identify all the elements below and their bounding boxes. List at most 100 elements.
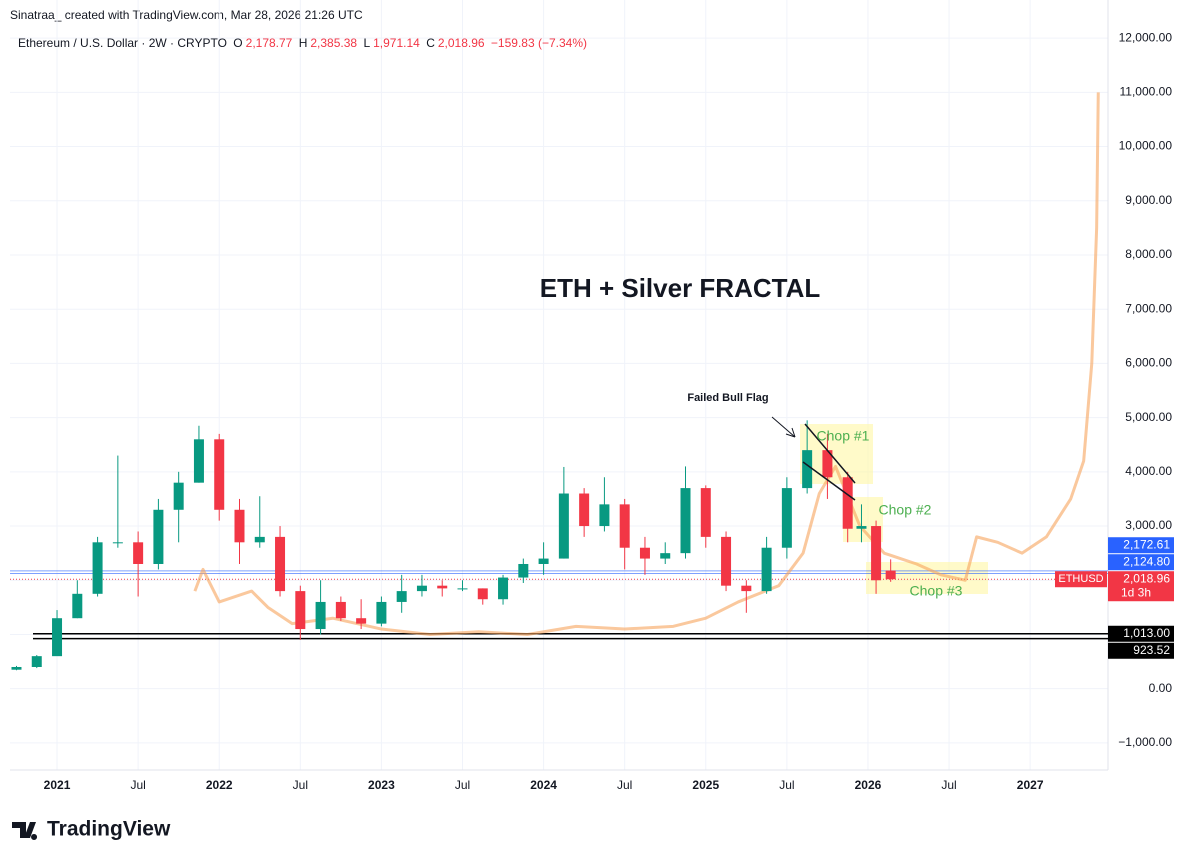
x-tick-label: Jul: [941, 778, 956, 792]
candle-body: [437, 585, 448, 589]
candle-body: [822, 450, 833, 478]
arrow: [771, 416, 796, 438]
symbol-label-bg: [1055, 571, 1107, 588]
c-value: 2,018.96: [437, 36, 485, 50]
candle-body: [112, 542, 123, 544]
candle-body: [193, 439, 204, 483]
l-value: 1,971.14: [373, 36, 420, 50]
o-label: O: [233, 36, 243, 50]
x-tick-label: Jul: [779, 778, 794, 792]
x-tick-label: 2022: [206, 778, 233, 792]
c-label: C: [426, 36, 435, 50]
price-label: 1,013.00: [1123, 626, 1170, 640]
price-label: 2,018.96: [1123, 571, 1170, 585]
candle-body: [660, 553, 671, 559]
x-tick-label: 2026: [855, 778, 882, 792]
candle-body: [52, 618, 63, 657]
candle-body: [761, 547, 772, 592]
annotation: Chop #1: [817, 428, 870, 444]
candle-body: [781, 488, 792, 548]
candle-body: [518, 563, 529, 578]
y-tick-label: 12,000.00: [1119, 30, 1173, 44]
candle-body: [416, 585, 427, 592]
x-tick-label: 2024: [530, 778, 557, 792]
candle-body: [173, 482, 184, 510]
candle-body: [315, 601, 326, 630]
candle-body: [376, 601, 387, 624]
candle-body: [639, 547, 650, 559]
candle-body: [680, 488, 691, 554]
flag-line: [804, 423, 856, 484]
price-label: 2,172.61: [1123, 537, 1170, 551]
candle-body: [31, 656, 42, 667]
candle-body: [295, 591, 306, 630]
logo-icon: [12, 822, 38, 840]
candle-body: [498, 577, 509, 600]
candle-body: [579, 493, 590, 527]
symbol: Ethereum / U.S. Dollar · 2W · CRYPTO: [18, 36, 227, 50]
legend: Ethereum / U.S. Dollar · 2W · CRYPTO O 2,…: [18, 36, 590, 50]
arrow-head: [785, 427, 796, 438]
candle-body: [335, 601, 346, 619]
candle-body: [802, 450, 813, 489]
candle-body: [72, 593, 83, 619]
h-label: H: [298, 36, 308, 50]
x-tick-label: Jul: [130, 778, 145, 792]
price-label: 923.52: [1133, 643, 1170, 657]
y-tick-label: 3,000.00: [1125, 518, 1172, 532]
candle-body: [133, 542, 144, 564]
candle-body: [275, 536, 286, 592]
y-tick-label: 8,000.00: [1125, 247, 1172, 261]
candle-body: [457, 588, 468, 590]
x-tick-label: 2023: [368, 778, 395, 792]
candle-body: [856, 526, 867, 529]
countdown: 1d 3h: [1121, 585, 1151, 599]
price-label-bg: [1108, 642, 1174, 659]
annotation: Failed Bull Flag: [687, 392, 768, 404]
x-tick-label: 2021: [44, 778, 71, 792]
candle-body: [619, 504, 630, 548]
change: −159.83 (−7.34%): [490, 36, 587, 50]
price-label-bg: [1108, 625, 1174, 642]
y-tick-label: 5,000.00: [1125, 410, 1172, 424]
highlight-box: [800, 424, 873, 484]
x-tick-label: 2027: [1017, 778, 1044, 792]
x-tick-label: 2025: [692, 778, 719, 792]
attribution: Sinatraa_ created with TradingView.com, …: [10, 8, 363, 22]
x-tick-label: Jul: [617, 778, 632, 792]
y-tick-label: −1,000.00: [1118, 735, 1172, 749]
candle-body: [538, 558, 549, 564]
o-value: 2,178.77: [245, 36, 293, 50]
y-tick-label: 9,000.00: [1125, 193, 1172, 207]
annotation: Chop #2: [879, 502, 932, 518]
candle-body: [599, 504, 610, 527]
candle-body: [396, 591, 407, 602]
grid: [10, 0, 1108, 770]
price-label-bg: [1108, 554, 1174, 571]
flag-line: [802, 461, 856, 501]
candle-body: [254, 536, 265, 543]
candle-body: [741, 585, 752, 592]
y-tick-label: 10,000.00: [1119, 139, 1173, 153]
annotation: Chop #3: [910, 583, 963, 599]
candle-body: [92, 542, 103, 594]
candle-body: [842, 477, 853, 529]
x-tick-label: Jul: [293, 778, 308, 792]
y-tick-label: 7,000.00: [1125, 301, 1172, 315]
price-label: 2,124.80: [1123, 554, 1170, 568]
l-label: L: [363, 36, 371, 50]
candle-body: [153, 509, 164, 564]
candle-body: [885, 570, 896, 580]
candle-body: [477, 588, 488, 600]
h-value: 2,385.38: [310, 36, 358, 50]
symbol-label: ETHUSD: [1058, 573, 1103, 585]
y-tick-label: 0.00: [1149, 681, 1173, 695]
candle-body: [356, 618, 367, 624]
x-tick-label: Jul: [455, 778, 470, 792]
y-tick-label: 6,000.00: [1125, 356, 1172, 370]
fractal-line: [193, 92, 1100, 636]
candle-body: [11, 666, 22, 670]
candle-body: [871, 526, 882, 581]
